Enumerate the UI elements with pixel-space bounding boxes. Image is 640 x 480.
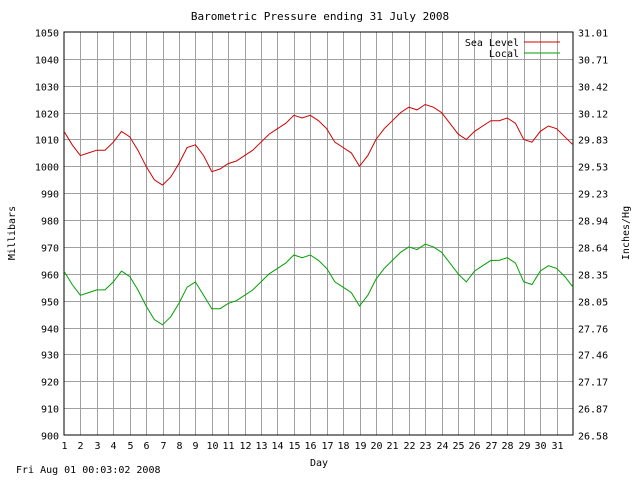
x-tick-label: 28 [501,441,513,452]
x-tick-label: 21 [386,441,398,452]
x-tick-label: 29 [518,441,530,452]
x-tick-label: 4 [110,441,116,452]
x-tick-label: 7 [160,441,166,452]
y2-tick-label: 30.42 [578,83,608,94]
y2-tick-label: 26.87 [578,405,608,416]
x-tick-label: 30 [534,441,546,452]
generated-timestamp: Fri Aug 01 00:03:02 2008 [16,465,161,476]
y-tick-label: 1030 [35,83,59,94]
y-tick-label: 940 [41,325,59,336]
x-tick-label: 6 [143,441,149,452]
y2-tick-label: 29.23 [578,190,608,201]
legend-label-sea-level: Sea Level [465,38,519,49]
x-tick-label: 17 [321,441,333,452]
series-line-local [63,243,574,326]
x-tick-label: 12 [239,441,251,452]
x-tick-label: 16 [304,441,316,452]
y2-tick-label: 27.46 [578,351,608,362]
y-tick-label: 960 [41,271,59,282]
plot-frame [63,31,574,436]
x-tick-label: 13 [255,441,267,452]
y-tick-label: 970 [41,244,59,255]
y-tick-label: 1020 [35,110,59,121]
chart-title: Barometric Pressure ending 31 July 2008 [191,10,449,23]
y2-tick-label: 29.83 [578,136,608,147]
x-tick-label: 10 [206,441,218,452]
y2-tick-label: 30.12 [578,110,608,121]
grid-lines [64,32,573,435]
x-tick-label: 14 [271,441,283,452]
y-tick-label: 920 [41,378,59,389]
y-tick-label: 1040 [35,56,59,67]
y-tick-label: 930 [41,351,59,362]
x-tick-label: 8 [176,441,182,452]
y2-axis-label: Inches/Hg [621,206,632,260]
y2-tick-label: 29.53 [578,163,608,174]
x-tick-label: 20 [370,441,382,452]
y2-tick-label: 28.64 [578,244,608,255]
series-line-sea-level [63,103,574,186]
y-axis-ticks: 900 910 920 930 940 950 960 970 980 990 1000 1010 10… [35,29,59,443]
x-tick-label: 24 [436,441,448,452]
y-tick-label: 1000 [35,163,59,174]
legend-label-local: Local [489,49,519,60]
y-axis-label: Millibars [7,206,18,260]
series-lines [63,103,574,326]
y-tick-label: 910 [41,405,59,416]
y2-tick-label: 27.76 [578,325,608,336]
x-axis-ticks: 1 2 3 4 5 6 7 8 9 10 11 12 13 14 15 16 17 18 19 20 21 22 23 24 2… [61,441,563,452]
x-tick-label: 11 [222,441,234,452]
y2-tick-label: 28.05 [578,298,608,309]
x-tick-label: 1 [61,441,67,452]
y2-tick-label: 28.94 [578,217,608,228]
x-tick-label: 18 [337,441,349,452]
x-tick-label: 22 [403,441,415,452]
x-tick-label: 27 [485,441,497,452]
y2-tick-label: 30.71 [578,56,608,67]
y2-tick-label: 27.17 [578,378,608,389]
x-tick-label: 15 [288,441,300,452]
y2-axis-ticks: 26.58 26.87 27.17 27.46 27.76 28.05 28.35 28.64… [578,29,608,443]
y-tick-label: 1010 [35,136,59,147]
x-tick-label: 5 [127,441,133,452]
y-tick-label: 900 [41,432,59,443]
y2-tick-label: 31.01 [578,29,608,40]
x-tick-label: 3 [94,441,100,452]
y-tick-label: 1050 [35,29,59,40]
y2-tick-label: 26.58 [578,432,608,443]
x-tick-label: 19 [354,441,366,452]
x-tick-label: 9 [192,441,198,452]
y-tick-label: 950 [41,298,59,309]
y-tick-label: 990 [41,190,59,201]
x-tick-label: 25 [452,441,464,452]
y2-tick-label: 28.35 [578,271,608,282]
x-tick-label: 23 [419,441,431,452]
x-tick-label: 2 [77,441,83,452]
x-tick-label: 31 [551,441,563,452]
y-tick-label: 980 [41,217,59,228]
legend: Sea Level Local [465,38,560,60]
x-tick-label: 26 [468,441,480,452]
x-axis-label: Day [310,458,328,469]
